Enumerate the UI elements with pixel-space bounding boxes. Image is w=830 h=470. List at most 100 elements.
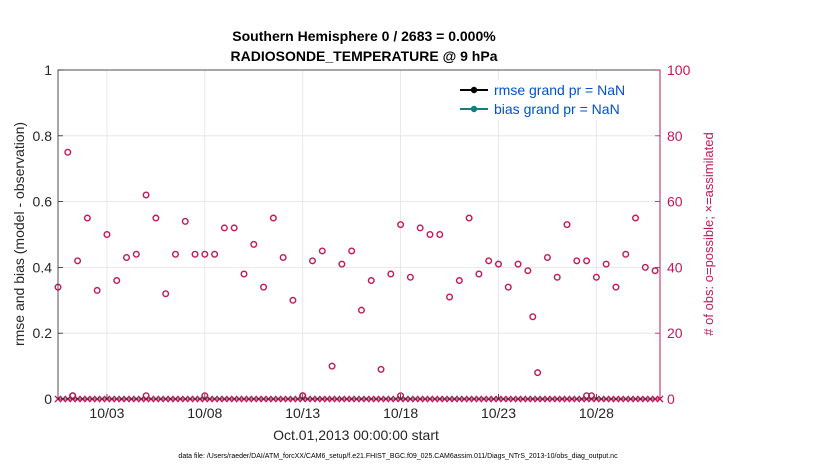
obs-possible-marker (416, 224, 424, 232)
obs-possible-marker (123, 254, 131, 262)
obs-possible-marker (622, 250, 630, 258)
obs-possible-marker (74, 257, 82, 265)
right-axis: 0 20 40 60 80 100 (655, 62, 691, 407)
left-tick-label: 0.4 (33, 259, 53, 275)
obs-possible-marker (132, 250, 140, 258)
obs-possible-marker (289, 296, 297, 304)
plot-background (58, 70, 660, 399)
obs-possible-marker (240, 270, 248, 278)
y-axis-label-right: # of obs: o=possible; ×=assimilated (701, 132, 716, 335)
obs-possible-marker (612, 283, 620, 291)
obs-possible-marker (279, 254, 287, 262)
left-tick-label: 0.8 (33, 128, 53, 144)
obs-possible-marker (201, 250, 209, 258)
obs-possible-marker (602, 260, 610, 268)
left-tick-label: 0.2 (33, 325, 53, 341)
obs-possible-marker (318, 247, 326, 255)
obs-possible-marker (162, 290, 170, 298)
left-tick-label: 0.6 (33, 194, 53, 210)
obs-possible-marker (338, 260, 346, 268)
bottom-axis: 10/03 10/08 10/13 10/18 10/23 10/28 (89, 394, 614, 421)
obs-possible-marker (357, 306, 365, 314)
obs-possible-marker (573, 257, 581, 265)
obs-possible-marker (260, 283, 268, 291)
left-tick-label: 1 (44, 62, 52, 78)
obs-possible-marker (475, 270, 483, 278)
legend-bias-marker (470, 105, 478, 113)
legend-rmse-marker (470, 86, 478, 94)
obs-possible-marker (171, 250, 179, 258)
obs-possible-marker (367, 277, 375, 285)
left-tick-label: 0 (44, 391, 52, 407)
right-tick-label: 40 (667, 259, 683, 275)
obs-possible-marker (485, 257, 493, 265)
bottom-tick-label: 10/18 (383, 405, 418, 421)
obs-possible-marker (514, 260, 522, 268)
obs-possible-marker (494, 260, 502, 268)
obs-possible-marker (309, 257, 317, 265)
chart-title-line1: Southern Hemisphere 0 / 2683 = 0.000% (232, 28, 496, 44)
obs-possible-marker (250, 240, 258, 248)
legend: rmse grand pr = NaN bias grand pr = NaN (456, 80, 652, 120)
obs-possible-marker (529, 313, 537, 321)
obs-possible-marker (269, 214, 277, 222)
y-axis-label-left: rmse and bias (model - observation) (11, 122, 27, 346)
obs-possible-marker (397, 221, 405, 229)
obs-possible-marker (69, 392, 77, 400)
obs-possible-marker (142, 191, 150, 199)
obs-possible-marker (348, 247, 356, 255)
obs-possible-marker (426, 230, 434, 238)
obs-possible-marker (543, 254, 551, 262)
obs-possible-marker (436, 230, 444, 238)
obs-possible-marker (93, 286, 101, 294)
obs-possible-marker (651, 267, 659, 275)
obs-possible-marker (83, 214, 91, 222)
obs-possible-marker (230, 224, 238, 232)
right-tick-label: 20 (667, 325, 683, 341)
obs-possible-marker (641, 263, 649, 271)
obs-possible-marker (465, 214, 473, 222)
obs-possible-marker (64, 148, 72, 156)
obs-possible-marker (113, 277, 121, 285)
right-tick-label: 0 (667, 391, 675, 407)
left-axis: 0 0.2 0.4 0.6 0.8 1 (33, 62, 63, 407)
obs-possible-marker (553, 273, 561, 281)
bottom-tick-label: 10/08 (187, 405, 222, 421)
obs-possible-marker (524, 267, 532, 275)
right-tick-label: 80 (667, 128, 683, 144)
obs-possible-marker (328, 362, 336, 370)
obs-possible-marker (377, 365, 385, 373)
right-tick-label: 60 (667, 194, 683, 210)
bottom-tick-label: 10/28 (579, 405, 614, 421)
bottom-tick-label: 10/13 (285, 405, 320, 421)
chart-title-line2: RADIOSONDE_TEMPERATURE @ 9 hPa (231, 48, 498, 64)
obs-possible-marker (455, 277, 463, 285)
obs-possible-marker (152, 214, 160, 222)
legend-rmse-label: rmse grand pr = NaN (494, 82, 625, 98)
obs-possible-marker (191, 250, 199, 258)
obs-possible-marker (220, 224, 228, 232)
obs-possible-marker (587, 392, 595, 400)
obs-possible-marker (592, 273, 600, 281)
right-tick-label: 100 (667, 62, 691, 78)
obs-possible-marker (534, 369, 542, 377)
x-axis-label: Oct.01,2013 00:00:00 start (273, 427, 439, 443)
obs-possible-marker (406, 273, 414, 281)
legend-box (456, 80, 652, 120)
obs-possible-marker (632, 214, 640, 222)
obs-possible-marker (142, 392, 150, 400)
bottom-tick-label: 10/03 (89, 405, 124, 421)
obs-possible-marker (504, 283, 512, 291)
obs-possible-marker (563, 221, 571, 229)
obs-possible-marker (103, 230, 111, 238)
footer-data-file: data file: /Users/raeder/DAI/ATM_forcXX/… (178, 453, 618, 460)
legend-bias-label: bias grand pr = NaN (494, 101, 620, 117)
obs-possible-marker (583, 257, 591, 265)
obs-possible-marker (446, 293, 454, 301)
obs-possible-marker (387, 270, 395, 278)
obs-possible-marker (211, 250, 219, 258)
obs-possible-marker (583, 392, 591, 400)
grid-lines (58, 69, 660, 400)
obs-possible-marker (181, 217, 189, 225)
